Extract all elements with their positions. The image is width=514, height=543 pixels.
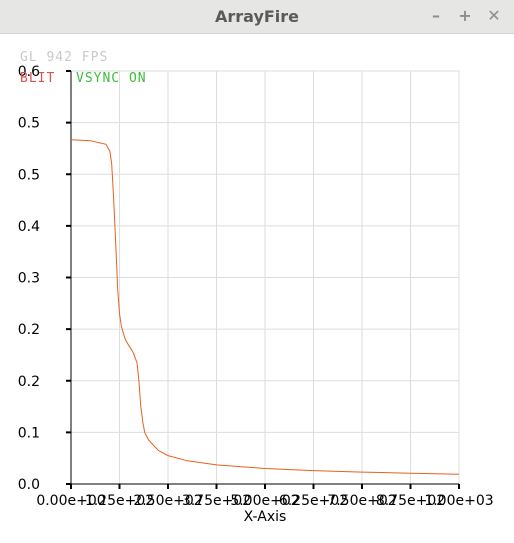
plot-canvas: 0.0 0.1 0.2 0.2 0.3 0.4 0.5 0.5 0.6 0.00e+00 1.25e…: [0, 34, 514, 543]
fps-counter: GL 942 FPS: [20, 50, 108, 65]
blit-indicator: BLIT: [20, 71, 55, 86]
x-axis-label: X-Axis: [244, 509, 287, 525]
maximize-button[interactable]: +: [456, 7, 474, 25]
minimize-button[interactable]: –: [427, 7, 445, 25]
y-tick-label: 0.0: [18, 477, 40, 493]
y-tick-label: 0.5: [18, 116, 40, 132]
close-button[interactable]: ✕: [485, 7, 503, 25]
y-tick-label: 0.3: [18, 271, 40, 287]
y-tick-label: 0.2: [18, 322, 40, 338]
y-tick-label: 0.2: [18, 374, 40, 390]
x-tick-label: 1.00e+03: [424, 493, 493, 509]
y-tick-label: 0.5: [18, 167, 40, 183]
line-chart: 0.00.10.20.20.30.40.50.50.60.00e+001.25e…: [0, 34, 514, 543]
y-tick-label: 0.1: [18, 425, 40, 441]
title-bar[interactable]: ArrayFire – + ✕: [0, 0, 514, 34]
y-tick-label: 0.4: [18, 219, 40, 235]
vsync-indicator: VSYNC ON: [76, 71, 147, 86]
